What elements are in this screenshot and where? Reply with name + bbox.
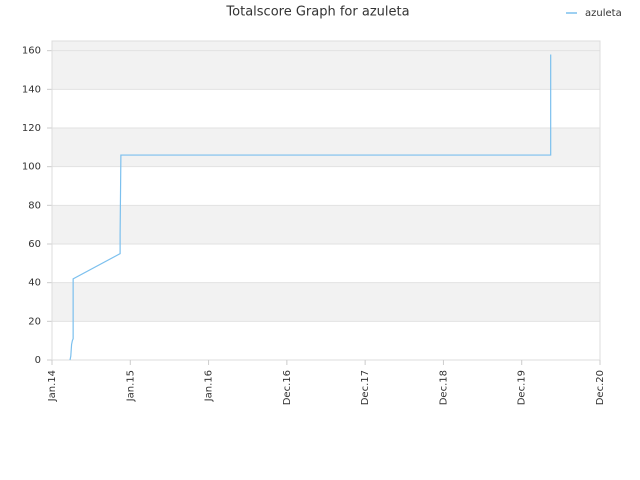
y-tick-label: 80 — [28, 200, 41, 211]
grid-band — [52, 282, 600, 322]
y-tick-label: 0 — [35, 355, 41, 366]
y-tick-label: 60 — [28, 239, 41, 250]
legend-label: azuleta — [585, 8, 622, 19]
chart-title: Totalscore Graph for azuleta — [225, 5, 409, 20]
series-line — [69, 54, 552, 361]
grid-band — [52, 41, 600, 51]
x-tick-label: Dec.18 — [438, 370, 449, 405]
grid-band — [52, 128, 600, 167]
y-tick-label: 140 — [22, 84, 41, 95]
grid-band — [52, 205, 600, 244]
grid-band — [52, 50, 600, 90]
y-tick-label: 100 — [22, 162, 41, 173]
x-tick-label: Dec.16 — [282, 370, 293, 405]
x-tick-label: Dec.17 — [360, 370, 371, 405]
y-tick-label: 20 — [28, 316, 41, 327]
x-tick-label: Jan.14 — [47, 370, 58, 402]
plot-border — [51, 40, 601, 361]
y-tick-label: 40 — [28, 278, 41, 289]
y-tick-label: 120 — [22, 123, 41, 134]
x-tick-label: Jan.16 — [204, 370, 215, 402]
x-tick-label: Dec.19 — [517, 370, 528, 405]
x-tick-label: Jan.15 — [125, 370, 136, 402]
y-tick-label: 160 — [22, 46, 41, 57]
x-tick-label: Dec.20 — [595, 370, 606, 405]
